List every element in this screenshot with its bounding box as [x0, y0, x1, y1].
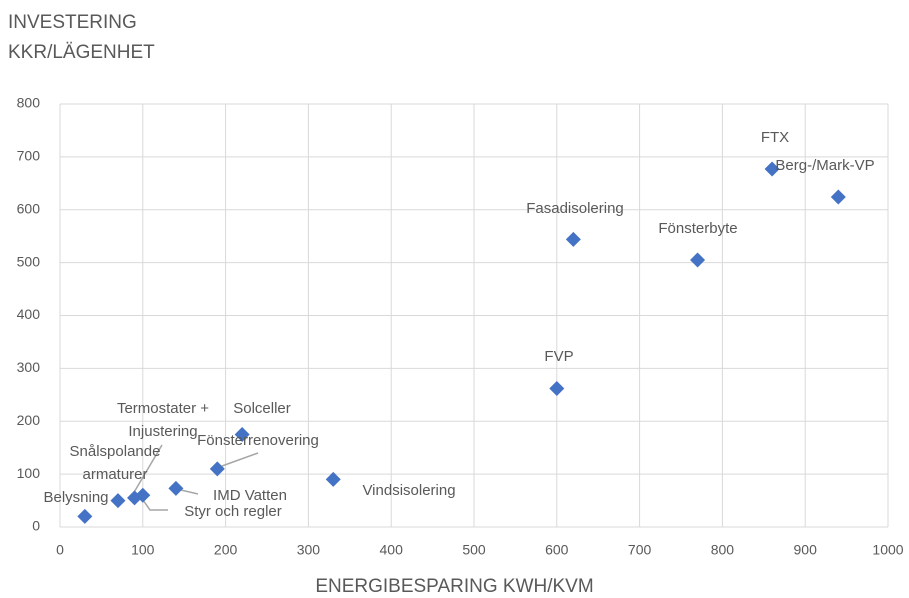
y-tick-label: 500 [17, 253, 41, 269]
point-label: IMD Vatten [213, 487, 287, 504]
point-label: Belysning [43, 489, 109, 506]
point-label: FVP [544, 348, 574, 365]
point-label: Snålspolande armaturer [69, 443, 161, 483]
x-tick-label: 500 [462, 542, 486, 558]
y-tick-label: 600 [17, 200, 41, 216]
point [110, 493, 126, 509]
point [209, 461, 225, 477]
point [565, 231, 581, 247]
x-tick-label: 400 [380, 542, 404, 558]
y-tick-label: 400 [17, 306, 41, 322]
x-tick-label: 100 [131, 542, 155, 558]
point [135, 487, 151, 503]
point [690, 252, 706, 268]
leader-line [132, 444, 163, 495]
y-tick-label: 100 [17, 465, 41, 481]
x-tick-label: 200 [214, 542, 238, 558]
leader-line [221, 452, 259, 467]
x-tick-label: 900 [794, 542, 818, 558]
point-label: Solceller [233, 400, 291, 417]
point [764, 161, 780, 177]
x-tick-label: 600 [545, 542, 569, 558]
y-tick-label: 800 [17, 95, 41, 111]
leader-line [142, 499, 168, 511]
point-label: Fönsterrenovering [197, 432, 319, 449]
point [168, 480, 184, 496]
point [234, 426, 250, 442]
point [325, 471, 341, 487]
x-axis-title: ENERGIBESPARING KWH/KVM [315, 576, 594, 597]
point-label: Berg-/Mark-VP [775, 157, 875, 174]
y-tick-label: 300 [17, 359, 41, 375]
x-tick-label: 300 [297, 542, 321, 558]
point [77, 508, 93, 524]
point-label: Termostater + Injustering [116, 400, 210, 440]
y-axis-title: INVESTERING KKR/LÄGENHET [8, 12, 155, 63]
point-label: Fasadisolering [526, 200, 624, 217]
point-label: Vindsisolering [362, 482, 456, 499]
y-tick-label: 700 [17, 148, 41, 164]
point [549, 380, 565, 396]
x-tick-label: 0 [56, 542, 64, 558]
point [830, 189, 846, 205]
y-tick-label: 0 [32, 518, 40, 534]
leader-line [180, 489, 199, 495]
point-label: FTX [760, 129, 790, 146]
point-label: Styr och regler [184, 503, 282, 520]
x-tick-label: 1000 [872, 542, 903, 558]
point-label: Fönsterbyte [658, 220, 738, 237]
x-tick-label: 700 [628, 542, 652, 558]
y-tick-label: 200 [17, 412, 41, 428]
x-tick-label: 800 [711, 542, 735, 558]
